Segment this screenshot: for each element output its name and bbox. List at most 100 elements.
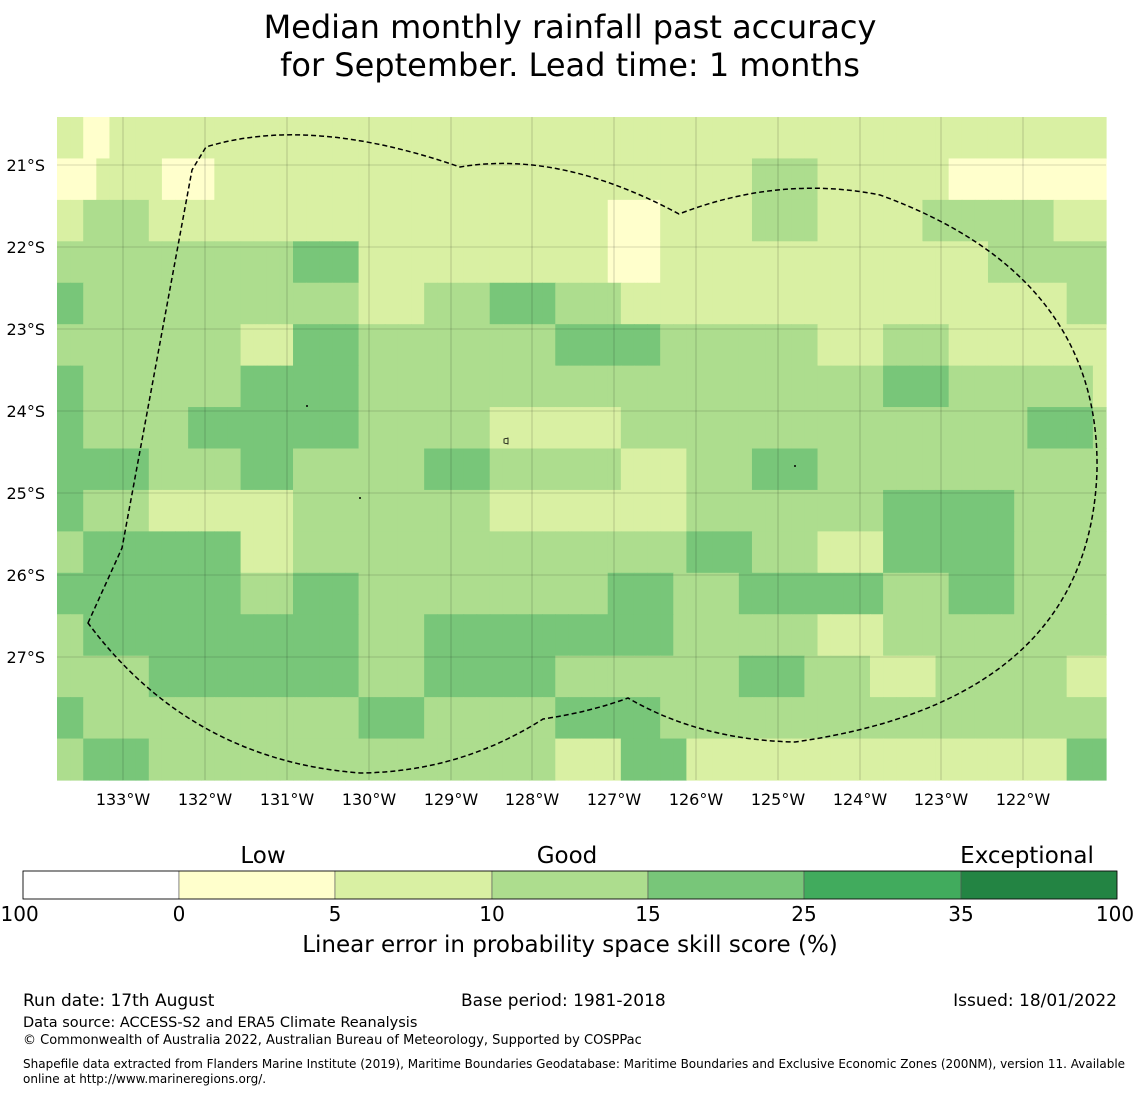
skill-cell <box>581 241 596 284</box>
skill-cell <box>358 448 373 491</box>
skill-cell <box>437 531 451 574</box>
skill-cell <box>306 117 320 160</box>
skill-cell <box>1040 531 1055 574</box>
skill-cell <box>751 241 766 284</box>
skill-cell <box>437 448 451 491</box>
skill-cell <box>555 697 569 740</box>
skill-cell <box>293 407 307 450</box>
skill-cell <box>1040 448 1055 491</box>
skill-cell <box>673 241 687 284</box>
skill-cell <box>1066 531 1081 574</box>
skill-cell <box>96 655 111 698</box>
skill-cell <box>306 489 320 532</box>
skill-cell <box>804 489 819 532</box>
skill-cell <box>122 697 137 740</box>
skill-cell <box>148 365 163 408</box>
skill-cell <box>751 489 766 532</box>
skill-cell <box>1066 199 1081 242</box>
skill-cell <box>306 738 320 781</box>
skill-cell <box>240 282 255 325</box>
skill-cell <box>607 282 622 325</box>
skill-cell <box>502 614 517 657</box>
skill-cell <box>319 531 333 574</box>
skill-cell <box>463 489 478 532</box>
skill-cell <box>791 241 806 284</box>
skill-cell <box>620 655 635 698</box>
skill-cell <box>555 655 569 698</box>
skill-cell <box>450 489 465 532</box>
skill-cell <box>883 324 897 367</box>
skill-cell <box>909 489 924 532</box>
skill-cell <box>358 572 373 615</box>
colorbar-swatch <box>647 870 805 900</box>
skill-cell <box>529 697 543 740</box>
skill-cell <box>371 158 386 201</box>
skill-cell <box>843 531 858 574</box>
skill-cell <box>306 241 320 284</box>
skill-cell <box>371 448 386 491</box>
skill-cell <box>345 531 360 574</box>
skill-cell <box>214 241 229 284</box>
skill-cell <box>647 407 661 450</box>
skill-cell <box>633 697 648 740</box>
skill-cell <box>463 448 478 491</box>
skill-cell <box>463 282 478 325</box>
skill-cell <box>332 282 347 325</box>
skill-cell <box>922 158 937 201</box>
skill-cell <box>450 448 465 491</box>
skill-cell <box>542 199 556 242</box>
skill-cell <box>738 531 753 574</box>
skill-cell <box>647 489 661 532</box>
skill-cell <box>371 117 386 160</box>
skill-cell <box>1066 697 1081 740</box>
skill-cell <box>437 407 451 450</box>
skill-cell <box>1079 241 1094 284</box>
skill-cell <box>581 158 596 201</box>
skill-cell <box>725 117 740 160</box>
skill-cell <box>765 324 779 367</box>
skill-cell <box>489 241 504 284</box>
skill-cell <box>699 117 714 160</box>
skill-cell <box>660 572 674 615</box>
skill-cell <box>856 158 871 201</box>
skill-cell <box>1092 241 1107 284</box>
skill-cell <box>201 655 215 698</box>
skill-cell <box>463 158 478 201</box>
skill-cell <box>1027 697 1042 740</box>
skill-cell <box>699 282 714 325</box>
skill-cell <box>70 117 84 160</box>
skill-cell <box>581 697 596 740</box>
skill-cell <box>883 614 897 657</box>
skill-cell <box>673 655 687 698</box>
skill-cell <box>686 738 701 781</box>
skill-cell <box>437 241 451 284</box>
skill-cell <box>647 241 661 284</box>
skill-cell <box>83 655 97 698</box>
skill-cell <box>266 697 281 740</box>
skill-cell <box>765 531 779 574</box>
skill-cell <box>620 158 635 201</box>
skill-cell <box>1066 241 1081 284</box>
skill-cell <box>974 489 989 532</box>
skill-cell <box>869 407 884 450</box>
skill-cell <box>1079 697 1094 740</box>
skill-cell <box>463 365 478 408</box>
skill-cell <box>1027 117 1042 160</box>
skill-cell <box>476 199 491 242</box>
skill-cell <box>515 655 530 698</box>
skill-cell <box>529 655 543 698</box>
skill-cell <box>843 572 858 615</box>
skill-cell <box>830 531 845 574</box>
skill-cell <box>266 531 281 574</box>
skill-cell <box>463 614 478 657</box>
skill-cell <box>175 199 189 242</box>
skill-cell <box>856 489 871 532</box>
skill-cell <box>148 199 163 242</box>
skill-cell <box>319 324 333 367</box>
skill-cell <box>175 158 189 201</box>
skill-cell <box>529 614 543 657</box>
skill-cell <box>568 572 583 615</box>
skill-cell <box>450 655 465 698</box>
skill-cell <box>227 117 242 160</box>
skill-cell <box>411 572 425 615</box>
